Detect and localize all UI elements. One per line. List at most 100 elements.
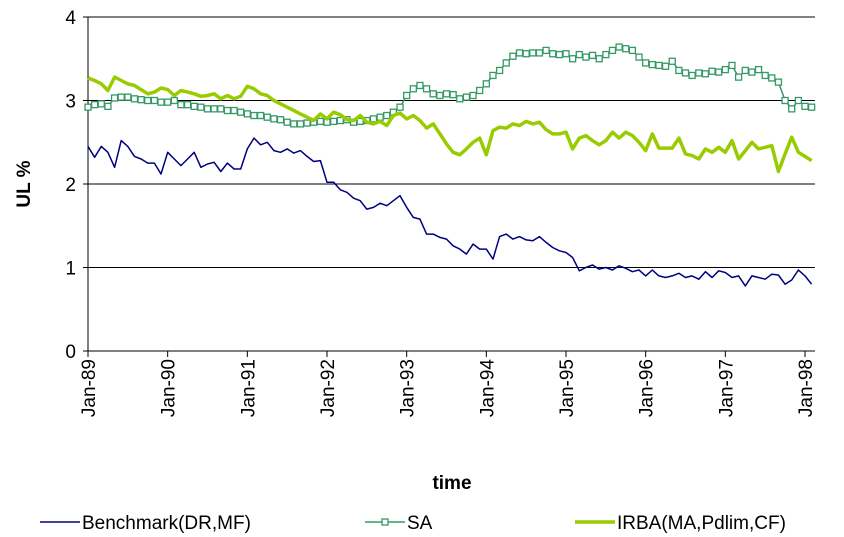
point-marker xyxy=(190,102,198,110)
point-marker xyxy=(117,93,125,101)
point-marker xyxy=(177,101,185,109)
point-marker xyxy=(562,50,570,58)
point-marker xyxy=(794,96,803,105)
point-marker xyxy=(602,50,610,59)
point-marker xyxy=(243,110,251,118)
point-marker xyxy=(442,90,451,98)
x-tick-label: Jan-94 xyxy=(477,359,498,418)
point-marker xyxy=(416,81,424,90)
point-marker xyxy=(668,57,676,65)
point-marker xyxy=(622,45,630,53)
point-marker xyxy=(329,117,338,126)
point-marker xyxy=(635,53,643,61)
point-marker xyxy=(396,103,404,111)
legend-marker xyxy=(381,518,389,526)
x-tick-label: Jan-96 xyxy=(637,359,658,417)
point-marker xyxy=(781,96,789,105)
x-tick-label: Jan-97 xyxy=(716,359,737,417)
point-marker xyxy=(469,91,477,100)
y-tick-label: 1 xyxy=(65,259,76,280)
legend-label: IRBA(MA,Pdlim,CF) xyxy=(617,513,786,534)
point-marker xyxy=(721,65,729,74)
point-marker xyxy=(595,55,603,63)
point-marker xyxy=(84,103,92,111)
point-marker xyxy=(283,118,291,126)
series-line xyxy=(87,75,813,174)
point-marker xyxy=(104,102,112,110)
legend-label: Benchmark(DR,MF) xyxy=(82,513,251,534)
point-marker xyxy=(217,105,225,113)
point-marker xyxy=(768,74,776,82)
point-marker xyxy=(748,68,756,76)
point-marker xyxy=(482,80,490,88)
point-marker xyxy=(263,113,271,121)
point-marker xyxy=(130,95,139,103)
point-marker xyxy=(608,46,617,55)
x-tick-label: Jan-91 xyxy=(238,359,259,417)
point-marker xyxy=(661,62,670,70)
point-marker xyxy=(223,106,232,115)
point-marker xyxy=(774,78,783,86)
point-marker xyxy=(256,111,265,120)
y-tick-label: 3 xyxy=(65,92,76,113)
point-marker xyxy=(197,103,205,111)
point-marker xyxy=(376,113,384,121)
series-line xyxy=(87,137,813,287)
point-marker xyxy=(549,50,557,58)
x-tick-label: Jan-90 xyxy=(159,359,180,417)
point-marker xyxy=(230,106,238,115)
point-marker xyxy=(436,91,444,100)
point-marker xyxy=(788,105,796,113)
point-marker xyxy=(675,66,683,75)
point-marker xyxy=(628,46,637,55)
point-marker xyxy=(542,46,550,55)
point-marker xyxy=(568,55,577,63)
legend-label: SA xyxy=(407,513,433,534)
point-marker xyxy=(588,51,597,60)
point-marker xyxy=(462,93,471,101)
x-tick-label: Jan-95 xyxy=(557,359,578,417)
point-marker xyxy=(515,49,524,57)
point-marker xyxy=(708,67,716,75)
point-marker xyxy=(695,69,703,77)
point-marker xyxy=(110,94,119,102)
point-marker xyxy=(296,120,305,128)
point-marker xyxy=(489,71,497,80)
x-tick-label: Jan-89 xyxy=(79,359,100,417)
point-marker xyxy=(250,111,258,120)
point-marker xyxy=(456,95,464,103)
point-marker xyxy=(276,116,285,124)
point-marker xyxy=(124,93,132,101)
x-tick-label: Jan-92 xyxy=(318,359,339,417)
point-marker xyxy=(270,115,278,123)
point-marker xyxy=(555,50,564,59)
point-marker xyxy=(164,98,172,106)
point-marker xyxy=(137,96,145,104)
point-marker xyxy=(582,53,590,61)
point-marker xyxy=(715,68,723,76)
point-marker xyxy=(801,102,809,110)
point-marker xyxy=(701,70,710,78)
y-tick-label: 0 xyxy=(65,342,76,363)
point-marker xyxy=(449,91,457,99)
point-marker xyxy=(422,85,431,93)
point-marker xyxy=(529,49,537,57)
point-marker xyxy=(575,50,583,59)
point-marker xyxy=(535,49,544,57)
y-tick-label: 2 xyxy=(65,175,76,196)
x-tick-label: Jan-98 xyxy=(796,359,817,417)
point-marker xyxy=(655,61,663,70)
point-marker xyxy=(615,43,623,51)
point-marker xyxy=(383,111,391,120)
point-marker xyxy=(403,91,411,100)
point-marker xyxy=(303,119,311,127)
point-marker xyxy=(648,60,656,69)
point-marker xyxy=(522,50,530,58)
point-marker xyxy=(97,100,105,108)
y-axis-title: UL % xyxy=(14,160,35,207)
x-axis-title: time xyxy=(432,473,471,494)
point-marker xyxy=(681,69,690,77)
point-marker xyxy=(741,66,749,75)
point-marker xyxy=(90,101,99,109)
